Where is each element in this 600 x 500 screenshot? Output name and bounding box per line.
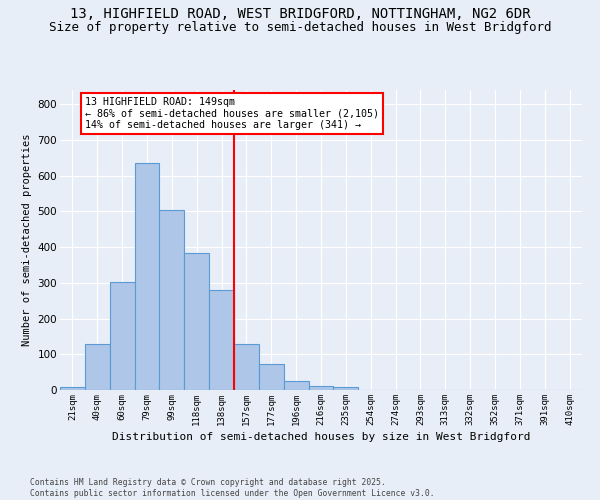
Text: 13 HIGHFIELD ROAD: 149sqm
← 86% of semi-detached houses are smaller (2,105)
14% : 13 HIGHFIELD ROAD: 149sqm ← 86% of semi-…	[85, 97, 379, 130]
Text: Contains HM Land Registry data © Crown copyright and database right 2025.
Contai: Contains HM Land Registry data © Crown c…	[30, 478, 434, 498]
Bar	[85, 344, 110, 390]
Bar	[308, 386, 334, 390]
Text: Distribution of semi-detached houses by size in West Bridgford: Distribution of semi-detached houses by …	[112, 432, 530, 442]
Bar	[184, 253, 209, 390]
Y-axis label: Number of semi-detached properties: Number of semi-detached properties	[22, 134, 32, 346]
Bar	[259, 364, 284, 390]
Bar	[60, 387, 85, 390]
Bar	[134, 162, 160, 390]
Bar	[334, 387, 358, 390]
Text: 13, HIGHFIELD ROAD, WEST BRIDGFORD, NOTTINGHAM, NG2 6DR: 13, HIGHFIELD ROAD, WEST BRIDGFORD, NOTT…	[70, 8, 530, 22]
Text: Size of property relative to semi-detached houses in West Bridgford: Size of property relative to semi-detach…	[49, 21, 551, 34]
Bar	[284, 381, 308, 390]
Bar	[209, 290, 234, 390]
Bar	[234, 344, 259, 390]
Bar	[110, 282, 134, 390]
Bar	[160, 210, 184, 390]
